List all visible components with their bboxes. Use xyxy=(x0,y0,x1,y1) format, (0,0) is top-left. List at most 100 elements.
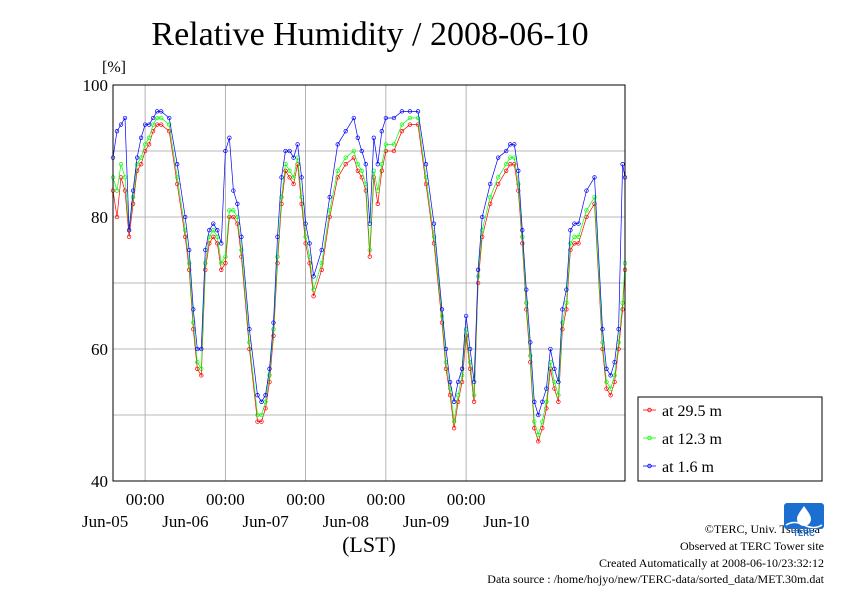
data-point xyxy=(612,373,617,378)
data-point xyxy=(439,307,445,312)
data-point xyxy=(512,142,517,147)
data-point xyxy=(335,168,340,173)
y-axis-ticks: 40 60 80 100 xyxy=(83,76,109,491)
data-point xyxy=(130,195,136,200)
x-tick-time-label: 00:00 xyxy=(206,490,245,509)
data-point xyxy=(504,168,509,173)
data-point xyxy=(399,122,405,127)
data-point xyxy=(576,241,581,246)
data-point xyxy=(367,247,372,253)
data-point xyxy=(211,228,216,233)
data-point xyxy=(480,214,485,220)
data-point xyxy=(572,234,577,239)
data-point xyxy=(480,228,485,233)
data-point xyxy=(528,353,533,358)
legend-marker xyxy=(647,435,652,441)
data-point xyxy=(275,234,280,239)
data-point xyxy=(295,162,300,167)
data-point xyxy=(540,399,545,404)
data-point xyxy=(219,261,224,266)
data-point xyxy=(114,129,120,134)
data-point xyxy=(159,122,164,127)
y-tick-label: 40 xyxy=(91,472,108,491)
data-point xyxy=(327,195,332,200)
data-point xyxy=(267,366,272,371)
data-point xyxy=(195,366,200,371)
data-point xyxy=(620,300,625,305)
data-point xyxy=(379,162,384,167)
data-point xyxy=(600,327,605,332)
data-point xyxy=(235,201,240,206)
data-point xyxy=(146,122,152,127)
x-tick-date-label: Jun-10 xyxy=(483,512,529,531)
data-point xyxy=(275,254,280,259)
data-point xyxy=(154,122,160,127)
data-point xyxy=(383,148,389,154)
data-point xyxy=(383,115,389,121)
data-point xyxy=(407,109,413,114)
data-point xyxy=(291,175,296,180)
data-point xyxy=(516,188,521,193)
data-source-text: Data source : /home/hojyo/new/TERC-data/… xyxy=(487,572,824,586)
data-point xyxy=(375,201,380,206)
logo-text: TERC xyxy=(793,529,815,537)
data-point xyxy=(447,379,453,385)
data-point xyxy=(391,148,397,154)
data-point xyxy=(391,115,397,121)
data-point xyxy=(287,148,292,154)
data-point xyxy=(471,399,477,404)
data-point xyxy=(255,419,260,424)
data-point xyxy=(431,234,437,239)
data-point xyxy=(259,419,264,424)
data-point xyxy=(351,148,356,154)
data-point xyxy=(195,346,200,352)
data-point xyxy=(399,129,405,134)
x-axis-label: (LST) xyxy=(342,532,396,557)
data-point xyxy=(159,109,164,114)
data-point xyxy=(211,221,216,226)
data-point xyxy=(307,261,312,266)
data-point xyxy=(335,142,340,147)
data-point xyxy=(536,439,541,444)
data-point xyxy=(600,340,605,345)
data-point xyxy=(227,214,232,220)
legend-entry: at 12.3 m xyxy=(662,431,723,448)
data-point xyxy=(215,241,220,246)
data-point xyxy=(154,115,160,121)
data-point xyxy=(239,247,244,253)
data-point xyxy=(556,379,561,385)
data-point xyxy=(287,168,292,173)
data-point xyxy=(504,162,509,167)
data-point xyxy=(114,214,120,220)
plot-frame xyxy=(112,84,626,482)
data-point xyxy=(247,327,252,332)
data-point xyxy=(471,379,477,385)
data-point xyxy=(608,393,613,398)
data-point xyxy=(319,261,324,266)
data-point xyxy=(187,261,192,266)
data-point xyxy=(175,162,180,167)
data-point xyxy=(572,221,577,226)
data-point xyxy=(560,307,565,312)
data-point xyxy=(443,346,449,352)
data-point xyxy=(283,168,288,173)
data-point xyxy=(299,201,304,206)
legend-marker xyxy=(647,463,652,469)
data-point xyxy=(584,208,589,213)
data-point xyxy=(211,234,216,239)
data-point xyxy=(455,399,461,404)
data-point xyxy=(455,379,461,385)
data-point xyxy=(504,148,509,154)
data-point xyxy=(496,175,501,180)
data-point xyxy=(568,241,573,246)
data-point xyxy=(363,181,368,187)
data-point xyxy=(604,386,609,391)
data-point xyxy=(447,393,453,398)
data-point xyxy=(167,122,172,127)
data-point xyxy=(183,234,188,239)
data-point xyxy=(219,267,224,272)
data-point xyxy=(267,373,272,378)
data-point xyxy=(556,399,561,404)
data-point xyxy=(520,228,525,233)
